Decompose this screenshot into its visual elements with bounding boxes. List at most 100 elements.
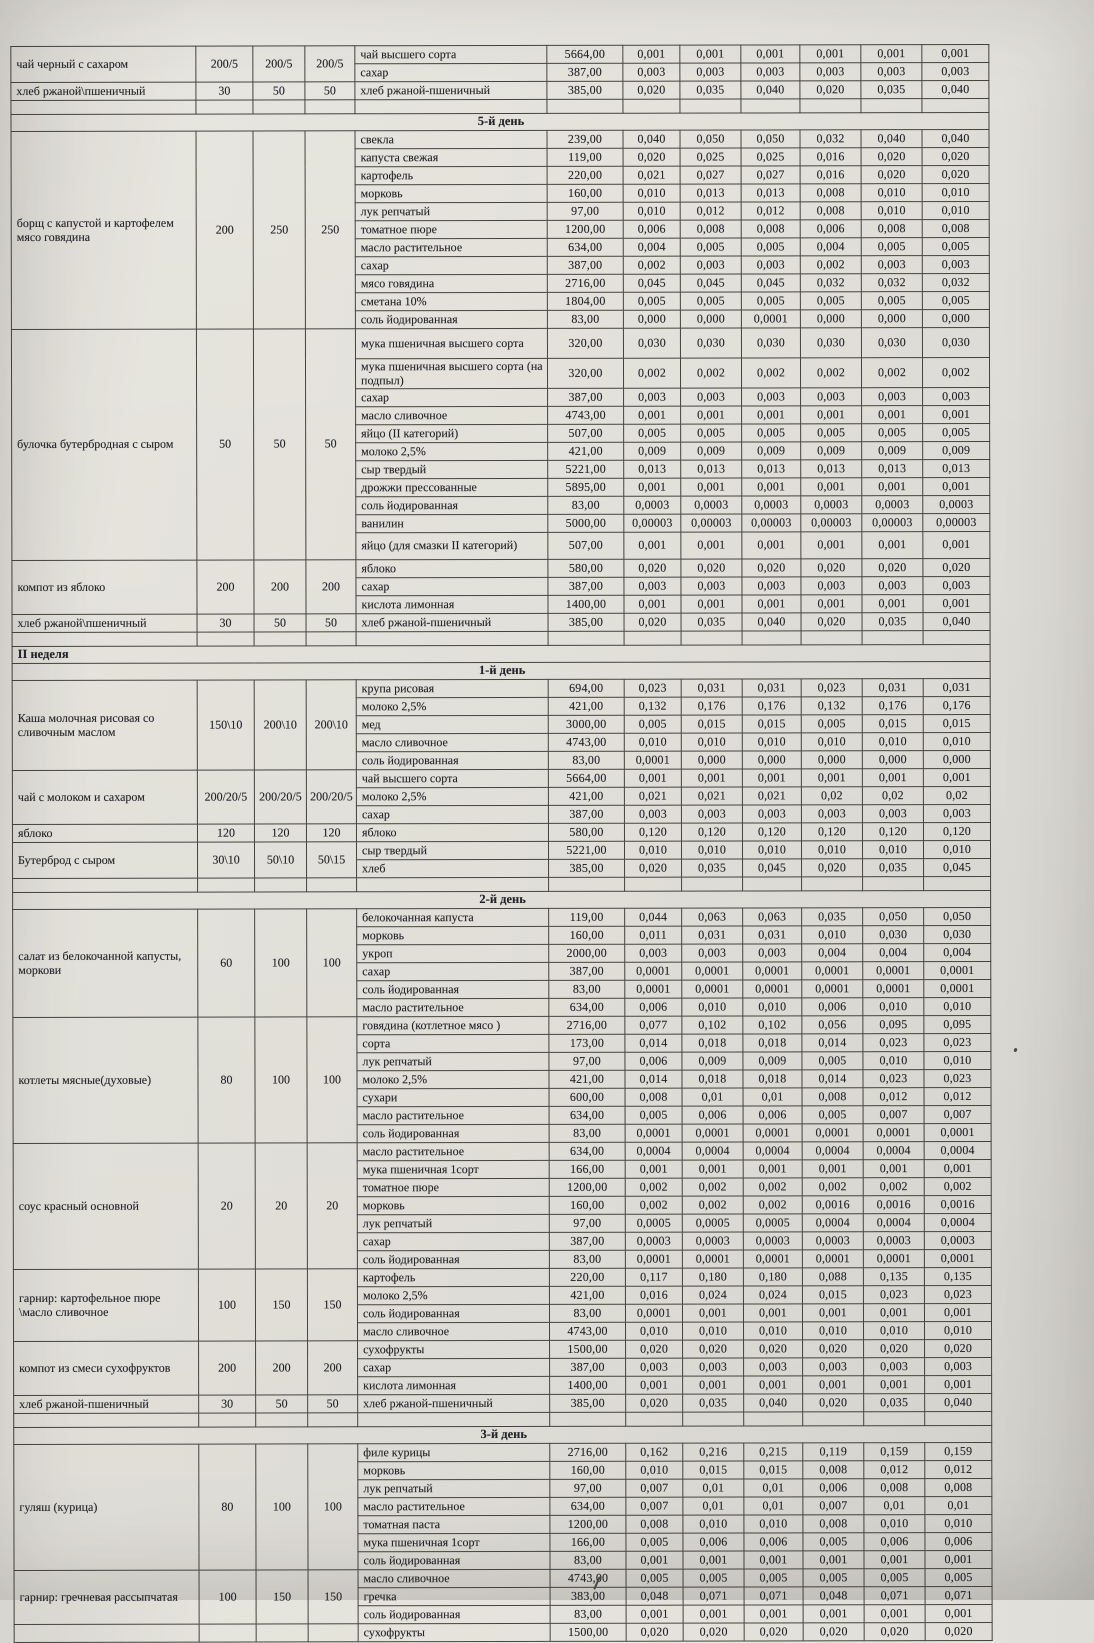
portion-cell: 100 xyxy=(198,1269,256,1342)
quantity-cell: 0,020 xyxy=(624,859,682,878)
quantity-cell: 0,0004 xyxy=(625,1142,683,1161)
price-cell: 421,00 xyxy=(548,1070,626,1089)
quantity-cell: 0,001 xyxy=(863,1159,925,1178)
quantity-cell: 0,003 xyxy=(624,805,682,824)
ingredient-cell: лук репчатый xyxy=(357,1214,550,1233)
ingredient-cell: масло растительное xyxy=(357,1142,550,1161)
quantity-cell: 0,031 xyxy=(681,678,743,698)
quantity-cell: 0,001 xyxy=(924,1550,993,1569)
ingredient-cell: дрожжи прессованные xyxy=(355,478,548,497)
quantity-cell: 0,001 xyxy=(679,44,741,64)
quantity-cell: 0,000 xyxy=(680,309,742,329)
quantity-cell: 0,030 xyxy=(861,327,923,358)
quantity-cell: 0,002 xyxy=(922,357,990,388)
quantity-cell: 0,035 xyxy=(681,612,743,632)
price-cell: 2716,00 xyxy=(549,1443,626,1462)
quantity-cell: 0,010 xyxy=(801,840,863,859)
quantity-cell: 0,004 xyxy=(862,943,924,962)
quantity-cell: 0,001 xyxy=(741,531,801,559)
quantity-cell: 0,006 xyxy=(802,1478,864,1497)
quantity-cell: 0,005 xyxy=(741,237,801,256)
quantity-cell: 0,00003 xyxy=(922,513,990,532)
spacer-cell xyxy=(682,1411,744,1427)
portion-cell: 50 xyxy=(307,1394,358,1413)
price-cell: 160,00 xyxy=(549,1196,626,1215)
spacer-cell xyxy=(254,631,307,647)
price-cell: 83,00 xyxy=(548,751,625,770)
price-cell: 97,00 xyxy=(549,1214,626,1233)
spacer-cell xyxy=(924,1411,992,1426)
price-cell: 1500,00 xyxy=(550,1623,627,1642)
quantity-cell: 0,016 xyxy=(625,1286,683,1305)
quantity-cell: 0,027 xyxy=(741,165,801,184)
quantity-cell: 0,003 xyxy=(742,943,802,962)
quantity-cell: 0,001 xyxy=(800,477,862,496)
price-cell: 634,00 xyxy=(547,238,624,257)
quantity-cell: 0,001 xyxy=(681,768,743,788)
quantity-cell: 0,040 xyxy=(623,130,681,149)
price-cell: 385,00 xyxy=(549,1394,626,1413)
quantity-cell: 0,01 xyxy=(682,1496,744,1516)
spacer-cell xyxy=(307,1412,358,1427)
quantity-cell: 0,005 xyxy=(683,1568,745,1588)
quantity-cell: 0,031 xyxy=(681,925,743,945)
quantity-cell: 0,020 xyxy=(801,612,863,631)
portion-cell: 80 xyxy=(197,1017,256,1144)
dish-name-cell: булочка бутербродная с сыром xyxy=(11,329,197,561)
price-cell: 239,00 xyxy=(547,130,624,149)
quantity-cell: 0,020 xyxy=(626,1623,684,1642)
quantity-cell: 0,004 xyxy=(623,238,681,257)
ingredient-row: хлеб ржаной\пшеничный 30 50 50 хлеб ржаной-п… xyxy=(12,612,991,633)
quantity-cell: 0,010 xyxy=(743,1321,803,1340)
quantity-cell: 0,030 xyxy=(923,925,991,944)
quantity-cell: 0,001 xyxy=(923,768,991,787)
quantity-cell: 0,001 xyxy=(680,477,742,497)
quantity-cell: 0,020 xyxy=(799,80,861,99)
quantity-cell: 0,031 xyxy=(742,678,802,697)
quantity-cell: 0,0004 xyxy=(743,1141,803,1160)
spacer-cell xyxy=(356,631,549,646)
quantity-cell: 0,015 xyxy=(743,1460,803,1479)
ingredient-cell: сорта xyxy=(356,1034,549,1053)
quantity-cell: 0,001 xyxy=(924,1303,992,1322)
ingredient-row: булочка бутербродная с сыром 50 50 50 мука п… xyxy=(11,327,990,561)
price-cell: 421,00 xyxy=(547,442,624,461)
spacer-cell xyxy=(799,98,861,113)
quantity-cell: 0,020 xyxy=(861,558,923,577)
quantity-cell: 0,015 xyxy=(802,1285,864,1304)
quantity-cell: 0,020 xyxy=(743,1339,803,1358)
ingredient-cell: масло растительное xyxy=(355,238,548,257)
price-cell: 634,00 xyxy=(548,998,625,1017)
quantity-cell: 0,0003 xyxy=(741,495,801,514)
quantity-cell: 0,010 xyxy=(862,997,924,1016)
quantity-cell: 0,180 xyxy=(682,1267,744,1287)
quantity-cell: 0,005 xyxy=(625,1106,683,1125)
price-cell: 1200,00 xyxy=(549,1178,626,1197)
price-cell: 83,00 xyxy=(548,980,625,999)
quantity-cell: 0,008 xyxy=(800,183,862,202)
price-cell: 220,00 xyxy=(549,1268,626,1287)
quantity-cell: 0,001 xyxy=(682,1159,744,1179)
day-header-row: 5-й день xyxy=(10,112,990,132)
ingredient-cell: кислота лимонная xyxy=(357,1376,550,1395)
ingredient-cell: мед xyxy=(356,715,549,734)
ingredient-row: гарнир: картофельное пюре \масло сливочн… xyxy=(13,1267,992,1342)
ingredient-row: котлеты мясные(духовые) 80 100 100 говядина … xyxy=(12,1015,991,1144)
portion-cell: 50 xyxy=(255,1394,308,1414)
ingredient-cell: сухофрукты xyxy=(357,1340,550,1359)
quantity-cell: 0,010 xyxy=(682,1321,744,1341)
quantity-cell: 0,001 xyxy=(922,594,991,613)
quantity-cell: 0,0003 xyxy=(802,1231,864,1250)
quantity-cell: 0,001 xyxy=(802,1159,864,1178)
quantity-cell: 0,0001 xyxy=(681,961,743,981)
quantity-cell: 0,010 xyxy=(923,997,991,1016)
quantity-cell: 0,013 xyxy=(680,183,742,203)
quantity-cell: 0,030 xyxy=(680,327,742,359)
quantity-cell: 0,003 xyxy=(921,62,989,81)
ingredient-cell: хлеб ржаной-пшеничный xyxy=(354,81,547,100)
quantity-cell: 0,006 xyxy=(682,1532,744,1552)
quantity-cell: 0,035 xyxy=(801,907,863,926)
ingredient-cell: мука пшеничная высшего сорта xyxy=(355,328,548,359)
quantity-cell: 0,008 xyxy=(625,1515,683,1534)
quantity-cell: 0,015 xyxy=(682,1460,744,1480)
